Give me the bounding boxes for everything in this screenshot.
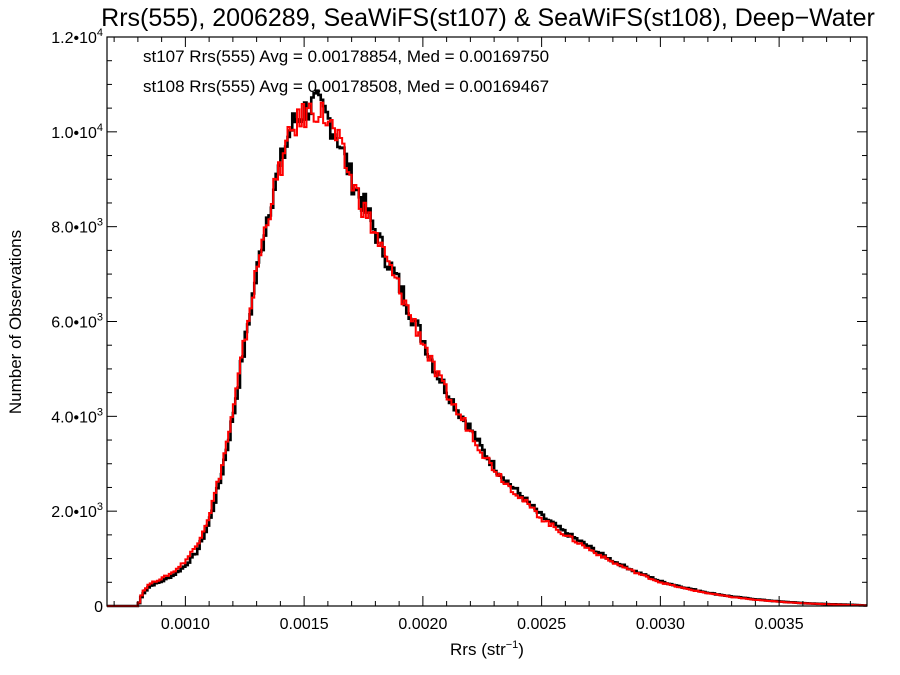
x-tick-label: 0.0010 [161,616,210,633]
plot-frame [106,36,868,607]
annotation-st108: st108 Rrs(555) Avg = 0.00178508, Med = 0… [143,77,549,96]
x-axis-label-sup: −1 [506,639,519,651]
y-tick-label: 6.0•103 [51,312,103,332]
x-tick-label: 0.0015 [280,616,329,633]
y-tick-label: 4.0•103 [51,406,103,426]
x-tick-label: 0.0025 [517,616,566,633]
x-axis-label-end: ) [518,640,524,659]
series-layer [107,89,867,608]
y-axis-label: Number of Observations [6,230,25,414]
x-tick-label: 0.0020 [398,616,447,633]
chart-title: Rrs(555), 2006289, SeaWiFS(st107) & SeaW… [101,4,875,32]
x-tick-label: 0.0030 [636,616,685,633]
y-tick-label: 1.0•104 [51,122,103,142]
y-tick-label: 8.0•103 [51,217,103,237]
y-axis: 0 2.0•103 4.0•103 6.0•103 8.0•103 1.0•104 1.2•… [51,27,867,616]
annotations: st107 Rrs(555) Avg = 0.00178854, Med = 0… [143,47,549,96]
annotation-st107: st107 Rrs(555) Avg = 0.00178854, Med = 0… [143,47,549,66]
y-tick-label: 0 [94,599,103,616]
x-axis: 0.0010 0.0015 0.0020 0.0025 0.0030 0.0035 [113,37,851,633]
y-tick-label: 2.0•103 [51,501,103,521]
x-axis-label-main: Rrs (str [450,640,506,659]
x-axis-label: Rrs (str−1) [450,639,524,659]
series-line-0 [107,89,867,608]
x-tick-label: 0.0035 [755,616,804,633]
y-tick-label: 1.2•104 [51,27,103,47]
series-line-1 [107,101,867,607]
